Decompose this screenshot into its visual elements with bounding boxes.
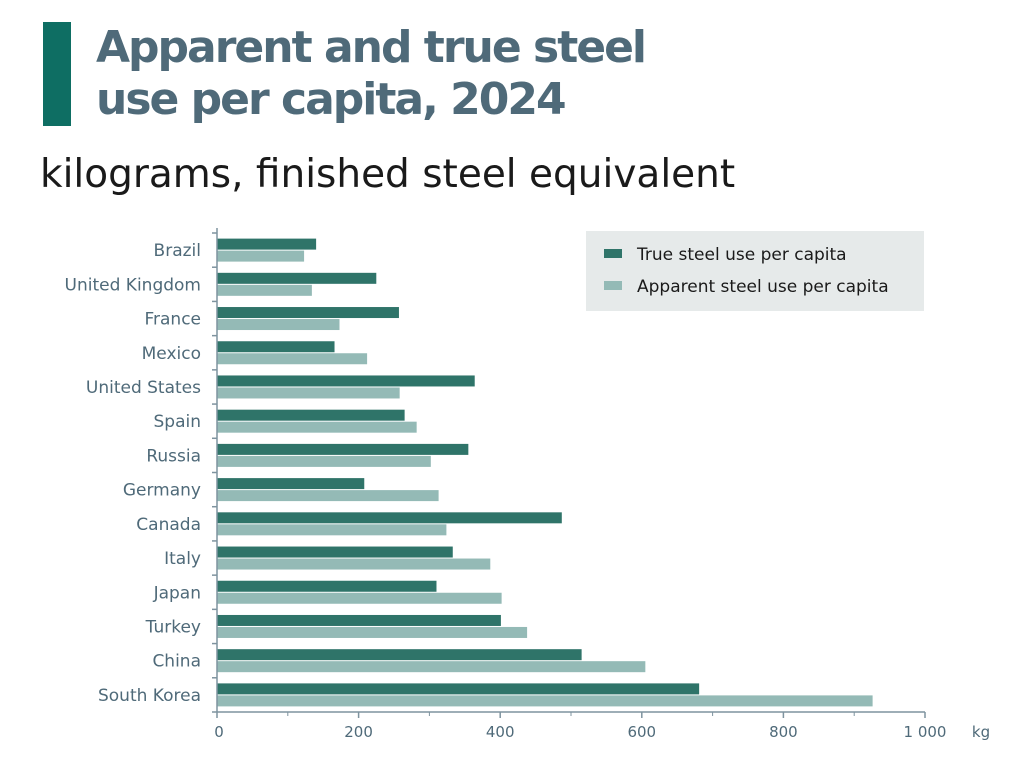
- bar-italy-true: [217, 546, 453, 558]
- bar-brazil-apparent: [217, 250, 305, 262]
- title-accent-bar: [43, 22, 71, 126]
- chart-subtitle: kilograms, finished steel equivalent: [40, 152, 736, 197]
- category-label-china: China: [152, 652, 201, 672]
- bar-brazil-true: [217, 238, 317, 250]
- category-label-united-states: United States: [86, 378, 201, 398]
- category-label-turkey: Turkey: [145, 617, 201, 637]
- bar-turkey-apparent: [217, 626, 528, 638]
- x-tick-label: 600: [627, 723, 656, 741]
- bar-united-kingdom-apparent: [217, 284, 312, 296]
- legend-label-apparent: Apparent steel use per capita: [637, 277, 889, 297]
- legend-label-true: True steel use per capita: [636, 245, 847, 265]
- bar-united-states-apparent: [217, 387, 400, 399]
- category-label-italy: Italy: [164, 549, 201, 569]
- bar-united-states-true: [217, 375, 475, 387]
- x-tick-label: 800: [769, 723, 798, 741]
- legend-box: [586, 231, 924, 311]
- x-tick-label: 0: [214, 723, 224, 741]
- bar-italy-apparent: [217, 558, 491, 570]
- bar-germany-apparent: [217, 490, 439, 502]
- bar-russia-true: [217, 443, 469, 455]
- chart-legend: True steel use per capita Apparent steel …: [586, 231, 924, 311]
- bar-japan-true: [217, 580, 437, 592]
- bar-russia-apparent: [217, 455, 431, 467]
- bar-japan-apparent: [217, 592, 502, 604]
- category-label-brazil: Brazil: [154, 241, 201, 261]
- bar-mexico-true: [217, 341, 335, 353]
- bar-france-true: [217, 307, 399, 319]
- bar-canada-true: [217, 512, 562, 524]
- x-tick-label: 400: [486, 723, 515, 741]
- category-label-japan: Japan: [153, 583, 201, 603]
- bars-group: [217, 238, 873, 707]
- bar-france-apparent: [217, 319, 340, 331]
- bar-spain-true: [217, 409, 405, 421]
- x-tick-label: 200: [344, 723, 373, 741]
- category-label-russia: Russia: [146, 446, 201, 466]
- bar-germany-true: [217, 478, 365, 490]
- bar-south-korea-true: [217, 683, 700, 695]
- bar-china-apparent: [217, 661, 646, 673]
- category-label-canada: Canada: [136, 515, 201, 535]
- bar-united-kingdom-true: [217, 272, 377, 284]
- category-label-mexico: Mexico: [142, 344, 201, 364]
- bar-mexico-apparent: [217, 353, 368, 365]
- category-label-south-korea: South Korea: [98, 686, 201, 706]
- title-line-2: use per capita, 2024: [96, 74, 567, 125]
- legend-swatch-apparent: [604, 281, 622, 290]
- x-unit-label: kg: [972, 723, 990, 741]
- x-tick-label: 1 000: [904, 723, 947, 741]
- title-line-1: Apparent and true steel: [96, 22, 647, 73]
- category-label-germany: Germany: [123, 481, 201, 501]
- legend-swatch-true: [604, 249, 622, 258]
- category-label-spain: Spain: [154, 412, 202, 432]
- category-label-france: France: [144, 310, 201, 330]
- bar-canada-apparent: [217, 524, 447, 536]
- category-label-united-kingdom: United Kingdom: [65, 275, 201, 295]
- axes-group: Brazil United Kingdom France Mexico United S…: [65, 228, 990, 741]
- bar-south-korea-apparent: [217, 695, 873, 707]
- bar-china-true: [217, 649, 582, 661]
- page-title: Apparent and true steel use per capita, …: [96, 22, 796, 126]
- bar-spain-apparent: [217, 421, 417, 433]
- bar-turkey-true: [217, 614, 501, 626]
